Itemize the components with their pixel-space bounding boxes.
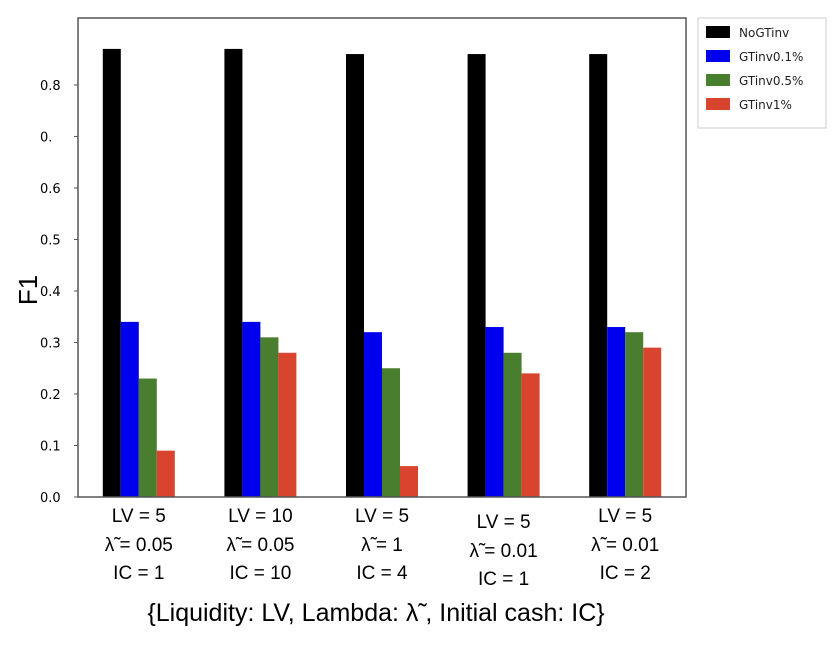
bar-gtinv0-5--group-2 (260, 337, 279, 497)
x-category-line: LV = 10 (228, 506, 293, 527)
bar-gtinv0-1--group-1 (120, 321, 139, 497)
x-category-line: LV = 5 (355, 506, 409, 527)
x-category-line: IC = 1 (478, 569, 529, 590)
bar-gtinv0-1--group-2 (242, 321, 261, 497)
bar-gtinv0-5--group-4 (503, 352, 522, 497)
x-category-line: LV = 5 (598, 506, 652, 527)
bars-layer (102, 48, 662, 497)
x-category-line: λ̃ = 1 (361, 535, 403, 556)
x-category-label-2: LV = 10 λ̃ = 0.05 IC = 10 (226, 506, 294, 584)
y-tick-label: 0.0 (40, 491, 61, 506)
bar-gtinv0-1--group-5 (607, 327, 626, 497)
bar-gtinv1--group-5 (643, 347, 662, 497)
bar-gtinv1--group-4 (521, 373, 540, 497)
x-category-label-3: LV = 5 λ̃ = 1 IC = 4 (355, 506, 409, 584)
x-category-line: IC = 2 (600, 563, 651, 584)
x-category-label-1: LV = 5 λ̃ = 0.05 IC = 1 (105, 506, 173, 584)
x-axis-category-labels: LV = 5 λ̃ = 0.05 IC = 1 LV = 10 λ̃ = 0.05 IC … (105, 506, 660, 590)
y-tick-label: 0.5 (40, 233, 61, 248)
y-tick-label: 0.6 (40, 182, 61, 197)
bar-gtinv1--group-3 (400, 466, 418, 497)
bar-gtinv1--group-2 (278, 352, 297, 497)
x-category-line: λ̃ = 0.01 (591, 535, 659, 556)
bar-nogtinv-group-1 (102, 48, 121, 497)
x-category-label-5: LV = 5 λ̃ = 0.01 IC = 2 (591, 506, 659, 584)
bar-gtinv0-1--group-3 (364, 332, 382, 497)
x-category-line: λ̃ = 0.05 (226, 535, 294, 556)
legend-entry-label: GTinv1% (739, 98, 792, 112)
bar-nogtinv-group-5 (589, 54, 608, 497)
bar-nogtinv-group-3 (346, 54, 364, 497)
legend-entry-label: NoGTinv (739, 26, 789, 40)
legend-swatch (706, 74, 730, 86)
x-category-line: IC = 1 (113, 563, 164, 584)
y-tick-label: 0.8 (40, 79, 61, 94)
bar-gtinv1--group-1 (156, 450, 175, 497)
x-category-line: λ̃ = 0.05 (105, 535, 173, 556)
x-category-line: IC = 4 (356, 563, 408, 584)
bar-gtinv0-1--group-4 (485, 327, 504, 497)
x-category-line: LV = 5 (112, 506, 166, 527)
y-axis-label: F1 (13, 275, 43, 305)
x-category-line: LV = 5 (477, 512, 531, 533)
y-axis: 0.0 0.1 0.2 0.3 0.4 0.5 0.6 0. 0.8 (40, 79, 78, 506)
y-tick-label: 0. (40, 130, 52, 145)
x-axis-label: {Liquidity: LV, Lambda: λ̃ , Initial cas… (147, 599, 604, 627)
y-tick-label: 0.2 (40, 388, 61, 403)
legend-swatch (706, 50, 730, 62)
bar-gtinv0-5--group-3 (382, 368, 400, 497)
x-category-line: IC = 10 (230, 563, 292, 584)
bar-nogtinv-group-2 (224, 48, 243, 497)
legend-swatch (706, 26, 730, 38)
legend-entry-label: GTinv0.5% (739, 74, 803, 88)
y-tick-label: 0.3 (40, 336, 61, 351)
x-category-line: λ̃ = 0.01 (470, 541, 538, 562)
plot-area-frame (77, 17, 687, 498)
legend: NoGTinv GTinv0.1% GTinv0.5% GTinv1% (697, 17, 827, 129)
y-tick-label: 0.1 (40, 439, 61, 454)
bar-nogtinv-group-4 (467, 54, 486, 497)
bar-gtinv0-5--group-1 (138, 378, 157, 497)
x-category-label-4: LV = 5 λ̃ = 0.01 IC = 1 (470, 512, 538, 590)
bar-gtinv0-5--group-5 (625, 332, 644, 497)
y-tick-label: 0.4 (40, 285, 61, 300)
legend-entry-label: GTinv0.1% (739, 50, 803, 64)
legend-swatch (706, 98, 730, 110)
